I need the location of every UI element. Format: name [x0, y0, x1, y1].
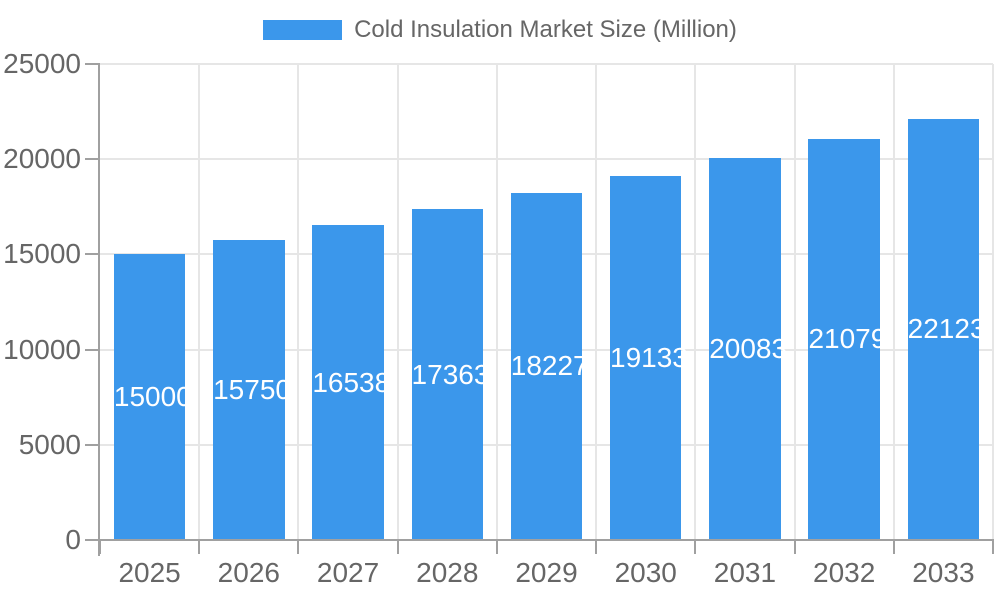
- x-tick-label: 2026: [217, 557, 280, 588]
- y-axis-tick: [85, 253, 100, 256]
- bar[interactable]: 19133: [610, 175, 688, 540]
- x-axis-tick: [992, 540, 994, 554]
- x-axis-tick: [495, 540, 498, 554]
- bar-value-label: 15000: [113, 381, 192, 413]
- x-gridline: [992, 64, 994, 540]
- y-tick-label: 0: [65, 524, 81, 555]
- bar-value-label: 21079: [808, 323, 887, 355]
- bar-value-label: 19133: [610, 341, 688, 373]
- y-axis-tick: [85, 348, 100, 351]
- bar-value-label: 16538: [312, 366, 391, 398]
- x-axis-tick: [892, 540, 895, 554]
- y-axis-tick: [85, 63, 100, 65]
- legend-item[interactable]: Cold Insulation Market Size (Million): [0, 16, 1000, 44]
- y-tick-label: 15000: [3, 238, 81, 270]
- y-gridline: [100, 158, 993, 161]
- bar-value-label: 15750: [213, 374, 291, 406]
- x-axis-tick: [595, 540, 598, 554]
- x-tick-label: 2027: [316, 557, 380, 588]
- bar[interactable]: 20083: [709, 157, 788, 540]
- legend-swatch: [263, 20, 343, 40]
- x-gridline: [892, 64, 895, 540]
- x-tick-label: 2030: [614, 557, 677, 588]
- x-tick-label: 2028: [416, 557, 479, 588]
- bar-value-label: 22123: [907, 313, 986, 345]
- legend-label: Cold Insulation Market Size (Million): [354, 16, 737, 43]
- y-gridline: [100, 63, 993, 65]
- y-axis-line: [98, 64, 100, 556]
- x-axis-tick: [793, 540, 796, 554]
- bar[interactable]: 16538: [312, 225, 391, 540]
- bar-value-label: 20083: [709, 332, 788, 364]
- x-axis-tick: [297, 540, 300, 554]
- x-gridline: [495, 64, 498, 540]
- x-axis-tick: [198, 540, 201, 554]
- y-tick-label: 10000: [3, 333, 81, 365]
- bar[interactable]: 17363: [411, 209, 490, 540]
- x-tick-label: 2031: [713, 557, 777, 588]
- x-axis-tick: [396, 540, 399, 554]
- x-tick-label: 2029: [515, 557, 578, 588]
- y-axis-tick: [85, 443, 100, 446]
- bar[interactable]: 21079: [808, 138, 887, 540]
- x-tick-label: 2032: [813, 557, 876, 588]
- y-tick-label: 5000: [18, 428, 81, 460]
- x-tick-label: 2025: [118, 557, 181, 588]
- x-gridline: [396, 64, 399, 540]
- y-axis-tick: [85, 539, 100, 541]
- y-tick-label: 20000: [3, 143, 81, 175]
- bar[interactable]: 15750: [213, 240, 291, 540]
- x-gridline: [694, 64, 697, 540]
- y-axis-tick: [85, 158, 100, 161]
- x-gridline: [297, 64, 300, 540]
- x-axis-tick: [694, 540, 697, 554]
- bar[interactable]: 22123: [907, 118, 986, 540]
- x-gridline: [595, 64, 598, 540]
- x-axis-tick: [99, 540, 101, 554]
- bar[interactable]: 18227: [510, 192, 589, 540]
- x-axis-line: [98, 539, 994, 541]
- x-gridline: [793, 64, 796, 540]
- bar-value-label: 18227: [510, 350, 589, 382]
- bar-value-label: 17363: [411, 358, 490, 390]
- x-gridline: [198, 64, 201, 540]
- bar[interactable]: 15000: [113, 254, 192, 540]
- x-tick-label: 2033: [912, 557, 975, 588]
- y-tick-label: 25000: [3, 48, 81, 79]
